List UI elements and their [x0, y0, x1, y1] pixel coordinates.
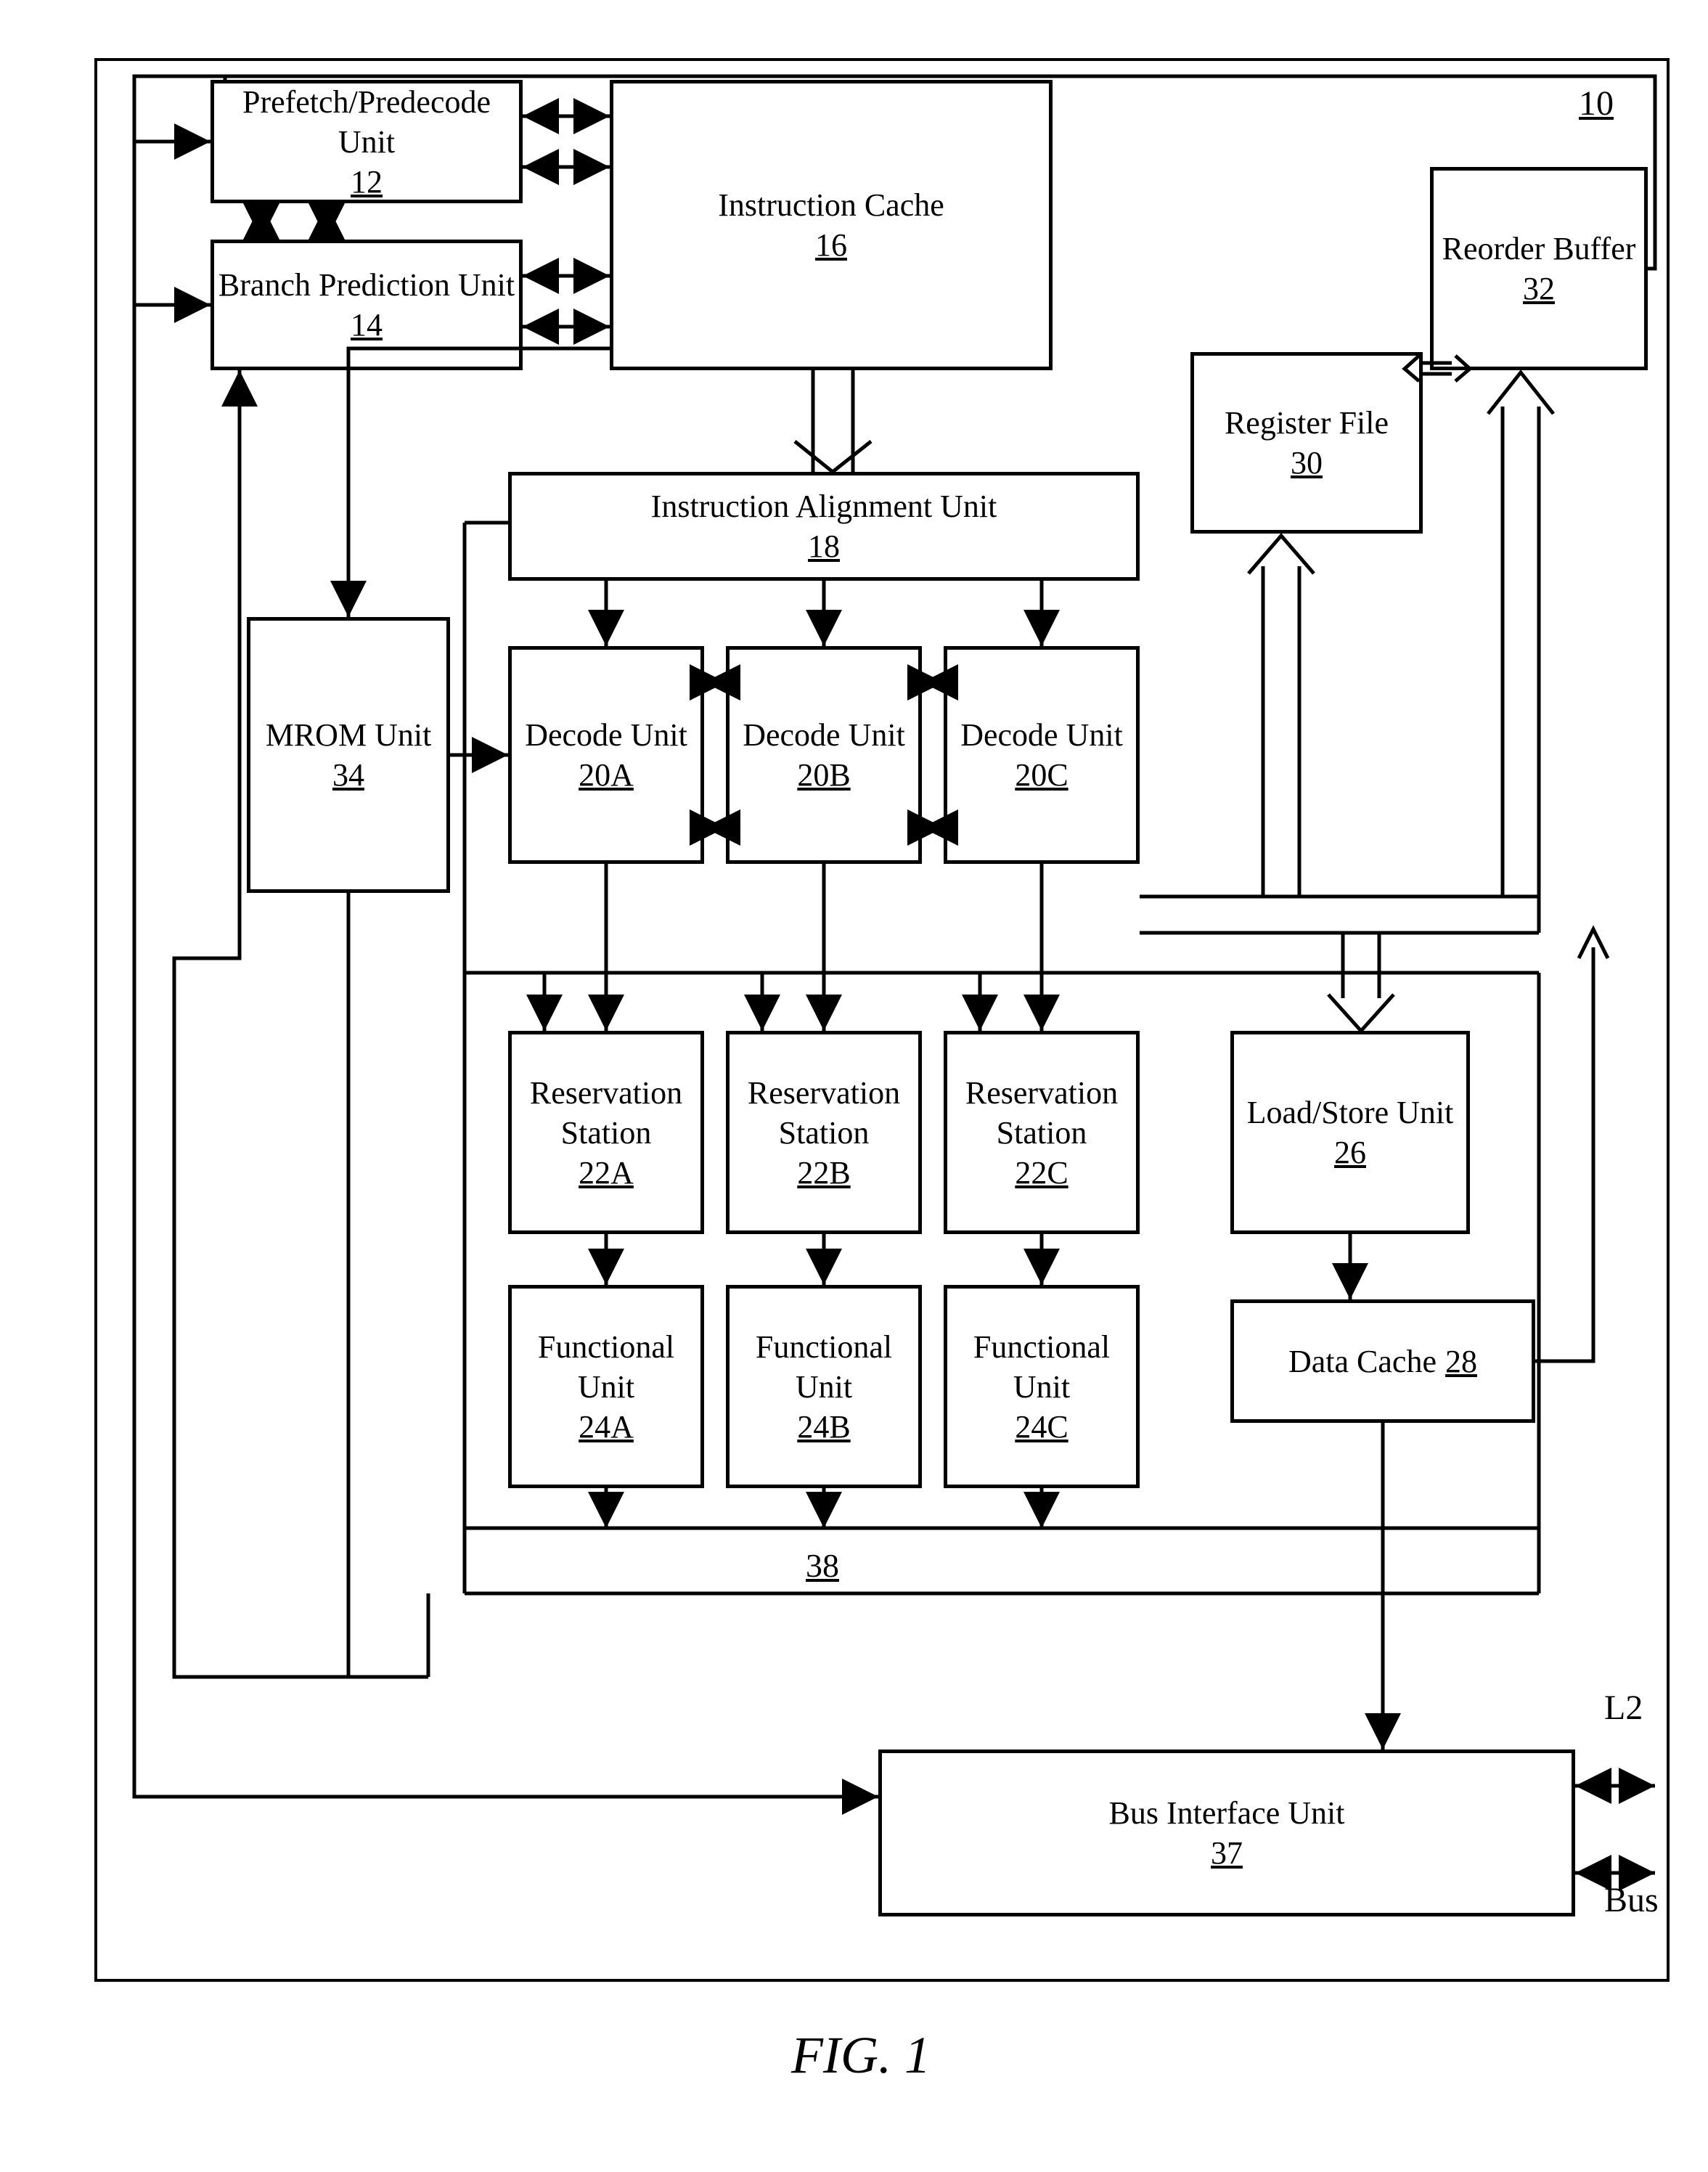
box-mrom: MROM Unit 34	[247, 617, 450, 893]
num-fu-c: 24C	[1015, 1407, 1068, 1447]
box-rs-b: Reservation Station 22B	[726, 1031, 922, 1234]
box-dec-b: Decode Unit 20B	[726, 646, 922, 864]
box-ls: Load/Store Unit 26	[1230, 1031, 1470, 1234]
label-rs-c: Reservation Station	[947, 1073, 1136, 1153]
ext-label-l2: L2	[1604, 1688, 1643, 1728]
label-bus: Bus Interface Unit	[1109, 1793, 1345, 1833]
box-bus: Bus Interface Unit 37	[878, 1750, 1575, 1916]
label-dec-c: Decode Unit	[960, 715, 1123, 755]
num-fu-a: 24A	[579, 1407, 634, 1447]
num-bus: 37	[1211, 1833, 1243, 1873]
box-prefetch: Prefetch/Predecode Unit 12	[211, 80, 523, 203]
num-dec-b: 20B	[797, 755, 850, 795]
box-rob: Reorder Buffer 32	[1430, 167, 1648, 370]
box-fu-c: Functional Unit 24C	[944, 1285, 1140, 1488]
label-fu-c: Functional Unit	[947, 1327, 1136, 1407]
label-dec-b: Decode Unit	[743, 715, 905, 755]
page: 10 Prefetch/Predecode Unit 12 Branch Pre…	[15, 15, 1708, 2157]
num-fu-b: 24B	[797, 1407, 850, 1447]
num-ls: 26	[1334, 1132, 1366, 1172]
label-mrom: MROM Unit	[266, 715, 432, 755]
label-branch: Branch Prediction Unit	[218, 265, 515, 305]
box-dec-c: Decode Unit 20C	[944, 646, 1140, 864]
label-dcache: Data Cache	[1288, 1342, 1437, 1381]
ext-label-bus: Bus	[1604, 1880, 1659, 1920]
label-icache: Instruction Cache	[718, 185, 944, 225]
label-prefetch: Prefetch/Predecode Unit	[214, 82, 519, 162]
num-dec-a: 20A	[579, 755, 634, 795]
box-rs-a: Reservation Station 22A	[508, 1031, 704, 1234]
label-rs-a: Reservation Station	[512, 1073, 700, 1153]
num-rs-c: 22C	[1015, 1153, 1068, 1193]
box-dcache: Data Cache 28	[1230, 1299, 1535, 1423]
num-mrom: 34	[332, 755, 364, 795]
box-icache: Instruction Cache 16	[610, 80, 1053, 370]
num-rob: 32	[1523, 269, 1555, 309]
num-rs-b: 22B	[797, 1153, 850, 1193]
num-branch: 14	[351, 305, 383, 345]
box-branch: Branch Prediction Unit 14	[211, 240, 523, 370]
box-align: Instruction Alignment Unit 18	[508, 472, 1140, 581]
figure-number: 10	[1579, 83, 1614, 123]
label-fu-b: Functional Unit	[730, 1327, 918, 1407]
num-icache: 16	[815, 225, 847, 265]
label-rs-b: Reservation Station	[730, 1073, 918, 1153]
box-dec-a: Decode Unit 20A	[508, 646, 704, 864]
label-dec-a: Decode Unit	[525, 715, 687, 755]
label-rob: Reorder Buffer	[1442, 229, 1636, 269]
num-rs-a: 22A	[579, 1153, 634, 1193]
label-fu-a: Functional Unit	[512, 1327, 700, 1407]
box-rs-c: Reservation Station 22C	[944, 1031, 1140, 1234]
figure-caption: FIG. 1	[791, 2025, 931, 2086]
num-regfile: 30	[1291, 443, 1323, 483]
num-dcache: 28	[1445, 1342, 1477, 1381]
box-fu-a: Functional Unit 24A	[508, 1285, 704, 1488]
label-align: Instruction Alignment Unit	[651, 486, 997, 526]
label-ls: Load/Store Unit	[1247, 1093, 1454, 1132]
num-align: 18	[808, 526, 840, 566]
label-regfile: Register File	[1225, 403, 1389, 443]
box-fu-b: Functional Unit 24B	[726, 1285, 922, 1488]
box-regfile: Register File 30	[1190, 352, 1423, 534]
result-bus-num: 38	[806, 1546, 839, 1585]
num-dec-c: 20C	[1015, 755, 1068, 795]
num-prefetch: 12	[351, 162, 383, 202]
